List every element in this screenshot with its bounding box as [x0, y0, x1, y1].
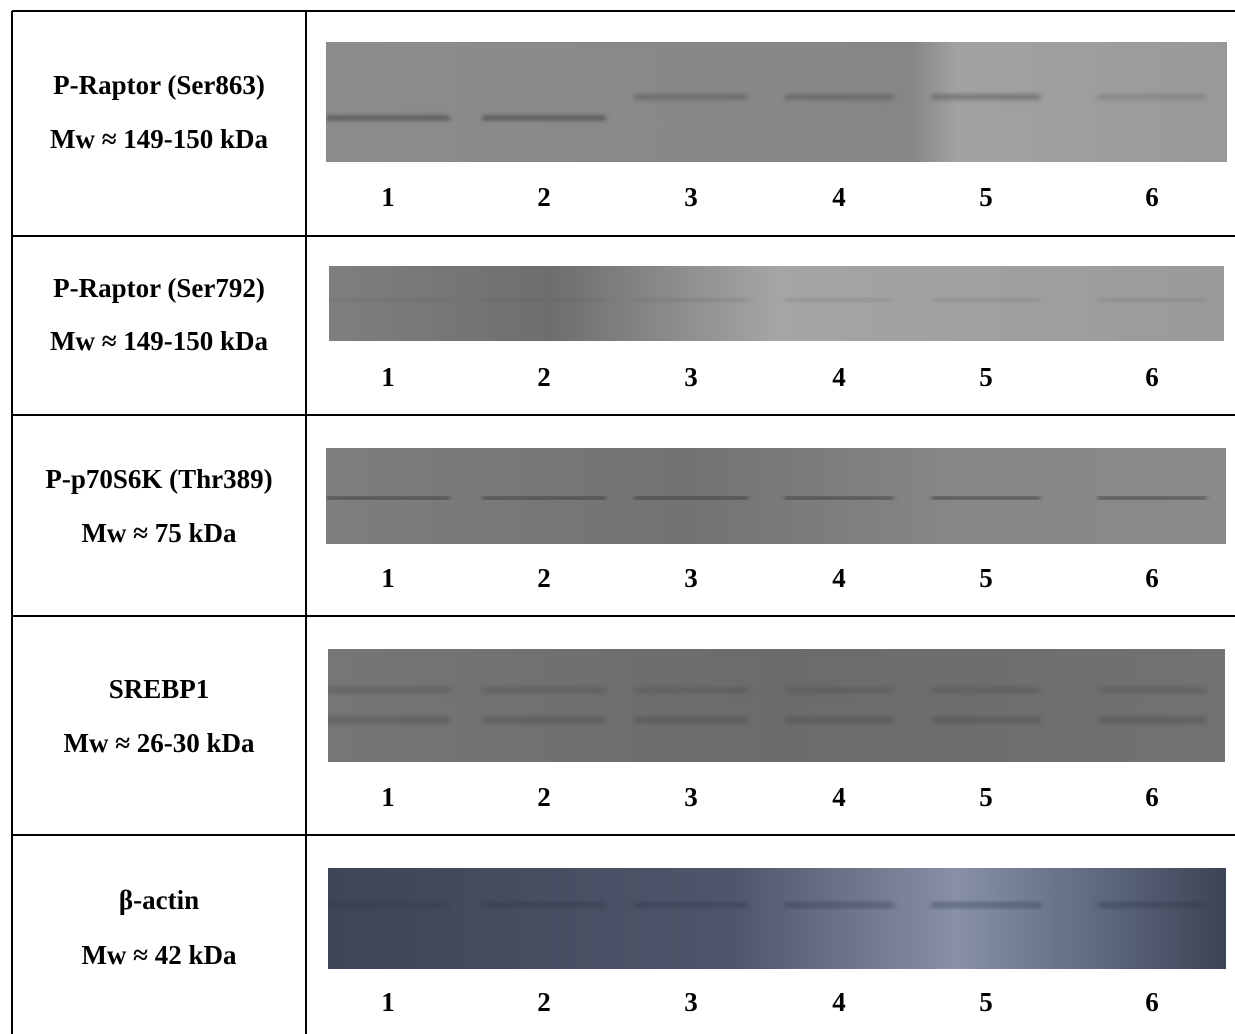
band [1097, 687, 1207, 694]
blot-background [328, 649, 1225, 762]
lane-number: 5 [979, 782, 993, 812]
blot-image [326, 649, 1226, 762]
band [784, 902, 894, 909]
lane-number: 2 [537, 782, 551, 812]
lane-number: 5 [979, 362, 993, 392]
mw-label: Mw ≈ 75 kDa [81, 518, 237, 548]
lane-number: 5 [979, 987, 993, 1017]
band [1097, 298, 1207, 302]
lane-number: 3 [684, 563, 698, 593]
mw-label: Mw ≈ 26-30 kDa [63, 728, 255, 758]
protein-label: P-Raptor (Ser792) [53, 273, 265, 303]
band [931, 902, 1041, 909]
blot-image [326, 266, 1225, 341]
blot-background [329, 266, 1224, 341]
band [931, 717, 1041, 724]
band [634, 94, 749, 100]
blot-image [326, 42, 1228, 162]
protein-label: SREBP1 [109, 674, 210, 704]
lane-number: 2 [537, 362, 551, 392]
lane-number: 4 [832, 182, 846, 212]
band [482, 298, 607, 302]
band [634, 687, 749, 694]
lane-number: 6 [1145, 782, 1159, 812]
lane-number: 3 [684, 362, 698, 392]
lane-number: 1 [381, 362, 395, 392]
lane-number: 6 [1145, 182, 1159, 212]
table-content: P-Raptor (Ser863) Mw ≈ 149-150 kDa 1 2 3 4 5 6 P… [45, 42, 1227, 1017]
band [1097, 94, 1207, 100]
band [326, 902, 451, 909]
blot-image [326, 448, 1227, 544]
protein-label: P-p70S6K (Thr389) [45, 464, 272, 494]
blot-background [326, 448, 1226, 544]
band [326, 687, 451, 694]
band [931, 298, 1041, 302]
blot-image [326, 868, 1227, 969]
band [634, 902, 749, 909]
lane-number: 1 [381, 782, 395, 812]
lane-number: 4 [832, 563, 846, 593]
mw-label: Mw ≈ 149-150 kDa [50, 124, 269, 154]
lane-number: 2 [537, 182, 551, 212]
band [634, 497, 749, 500]
band [482, 116, 607, 121]
band [482, 902, 607, 909]
lane-number: 1 [381, 563, 395, 593]
band [634, 298, 749, 302]
lane-number: 5 [979, 563, 993, 593]
blot-background [326, 42, 1227, 162]
lane-number: 2 [537, 987, 551, 1017]
lane-number: 6 [1145, 563, 1159, 593]
band [326, 497, 451, 500]
lane-number: 6 [1145, 987, 1159, 1017]
band [326, 298, 451, 302]
protein-label: P-Raptor (Ser863) [53, 70, 265, 100]
band [634, 717, 749, 724]
band [326, 116, 451, 121]
lane-number: 1 [381, 987, 395, 1017]
band [1097, 717, 1207, 724]
band [784, 298, 894, 302]
lane-number: 4 [832, 782, 846, 812]
lane-number: 4 [832, 987, 846, 1017]
lane-number: 2 [537, 563, 551, 593]
lane-number: 3 [684, 782, 698, 812]
band [784, 717, 894, 724]
band [784, 497, 894, 500]
band [1097, 497, 1207, 500]
band [326, 717, 451, 724]
blot-figure: P-Raptor (Ser863) Mw ≈ 149-150 kDa 1 2 3 4 5 6 P… [0, 0, 1235, 1034]
lane-number: 5 [979, 182, 993, 212]
lane-number: 6 [1145, 362, 1159, 392]
lane-number: 3 [684, 182, 698, 212]
band [784, 94, 894, 100]
band [931, 94, 1041, 100]
blot-background [328, 868, 1226, 969]
band [931, 497, 1041, 500]
lane-number: 1 [381, 182, 395, 212]
mw-label: Mw ≈ 42 kDa [81, 940, 237, 970]
band [482, 687, 607, 694]
band [482, 497, 607, 500]
lane-number: 4 [832, 362, 846, 392]
band [1097, 902, 1207, 909]
band [931, 687, 1041, 694]
protein-label: β-actin [119, 885, 199, 915]
band [784, 687, 894, 694]
lane-number: 3 [684, 987, 698, 1017]
mw-label: Mw ≈ 149-150 kDa [50, 326, 269, 356]
band [482, 717, 607, 724]
